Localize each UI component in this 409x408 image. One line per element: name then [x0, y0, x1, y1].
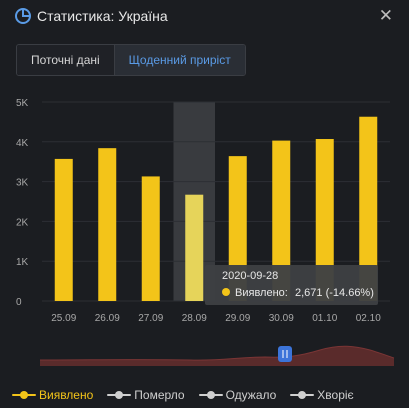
- tab-daily-growth[interactable]: Щоденний приріст: [113, 45, 245, 75]
- y-tick-label: 2K: [16, 217, 29, 228]
- x-axis-labels: 25.09 26.09 27.09 28.09 29.09 30.09 01.10 02.10: [51, 313, 381, 324]
- header: Статистика: Україна ✕: [0, 0, 409, 34]
- legend-marker-died-icon: [107, 390, 132, 400]
- tooltip: 2020-09-28 Виявлено: 2,671 (-14.66%): [205, 265, 378, 305]
- legend-marker-recovered-icon: [198, 390, 223, 400]
- tooltip-series-dot: [222, 288, 230, 296]
- x-tick-label: 29.09: [225, 313, 250, 324]
- y-tick-label: 0: [16, 297, 22, 308]
- window-title: Статистика: Україна: [37, 8, 168, 24]
- legend-marker-sick-icon: [290, 390, 315, 400]
- tooltip-series-label: Виявлено:: [235, 287, 288, 299]
- tooltip-box: [205, 265, 378, 305]
- tab-bar: Поточні дані Щоденний приріст: [16, 44, 246, 76]
- range-slider[interactable]: [39, 345, 395, 366]
- pie-chart-icon: [15, 8, 31, 24]
- x-tick-label: 27.09: [138, 313, 163, 324]
- x-tick-label: 28.09: [182, 313, 207, 324]
- bar-26.09[interactable]: [98, 148, 117, 301]
- slider-track-area: [40, 346, 394, 366]
- bar-01.10[interactable]: [315, 139, 334, 301]
- close-icon[interactable]: ✕: [378, 6, 393, 25]
- bar-29.09[interactable]: [228, 156, 247, 301]
- bar-27.09[interactable]: [141, 176, 160, 301]
- tooltip-date: 2020-09-28: [222, 270, 278, 282]
- slider-handle[interactable]: [278, 346, 292, 362]
- slider-track-line: [39, 345, 395, 361]
- x-tick-label: 30.09: [269, 313, 294, 324]
- legend-marker-detected-icon: [12, 390, 36, 400]
- x-tick-label: 01.10: [312, 313, 337, 324]
- legend-item-sick[interactable]: Хворіє: [290, 388, 354, 402]
- bar-28.09[interactable]: [185, 194, 204, 301]
- tooltip-value: 2,671 (-14.66%): [295, 287, 374, 299]
- tab-current-data[interactable]: Поточні дані: [17, 45, 114, 75]
- y-axis-labels: 0 1K 2K 3K 4K 5K: [16, 98, 29, 308]
- bar-02.10[interactable]: [359, 116, 378, 301]
- legend-item-died[interactable]: Померло: [107, 388, 185, 402]
- legend-item-detected[interactable]: Виявлено: [12, 388, 93, 402]
- bars: [54, 116, 378, 301]
- bar-25.09[interactable]: [54, 158, 73, 301]
- y-tick-label: 1K: [16, 257, 29, 268]
- y-tick-label: 3K: [16, 178, 29, 189]
- y-tick-label: 5K: [16, 98, 29, 109]
- x-tick-label: 25.09: [51, 313, 76, 324]
- legend-label-recovered: Одужало: [225, 388, 277, 402]
- legend-item-recovered[interactable]: Одужало: [198, 388, 277, 402]
- legend-label-sick: Хворіє: [317, 388, 354, 402]
- legend-label-died: Померло: [134, 388, 185, 402]
- x-tick-label: 02.10: [356, 313, 381, 324]
- legend: Виявлено Померло Одужало Хворіє: [12, 386, 368, 404]
- legend-label-detected: Виявлено: [39, 388, 94, 402]
- bar-30.09[interactable]: [272, 140, 291, 301]
- x-tick-label: 26.09: [95, 313, 120, 324]
- y-tick-label: 4K: [16, 138, 29, 149]
